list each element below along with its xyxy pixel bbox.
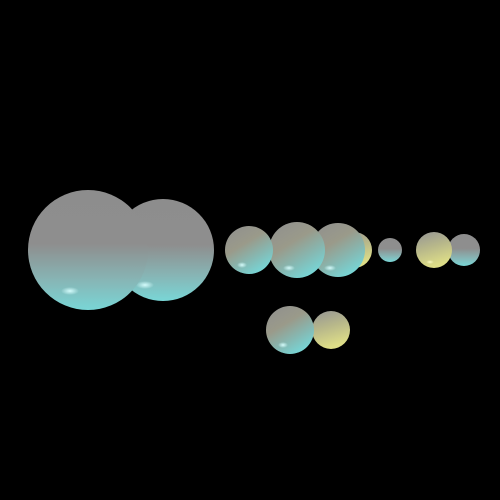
sphere-mid-3 bbox=[311, 223, 365, 277]
sphere-right-1 bbox=[416, 232, 452, 268]
sphere-bottom-2 bbox=[312, 311, 350, 349]
sphere-mid-1 bbox=[225, 226, 273, 274]
sphere-right-2 bbox=[448, 234, 480, 266]
sphere-mid-2 bbox=[269, 222, 325, 278]
sphere-bottom-1 bbox=[266, 306, 314, 354]
sphere-large-left bbox=[28, 190, 148, 310]
sphere-small bbox=[378, 238, 402, 262]
